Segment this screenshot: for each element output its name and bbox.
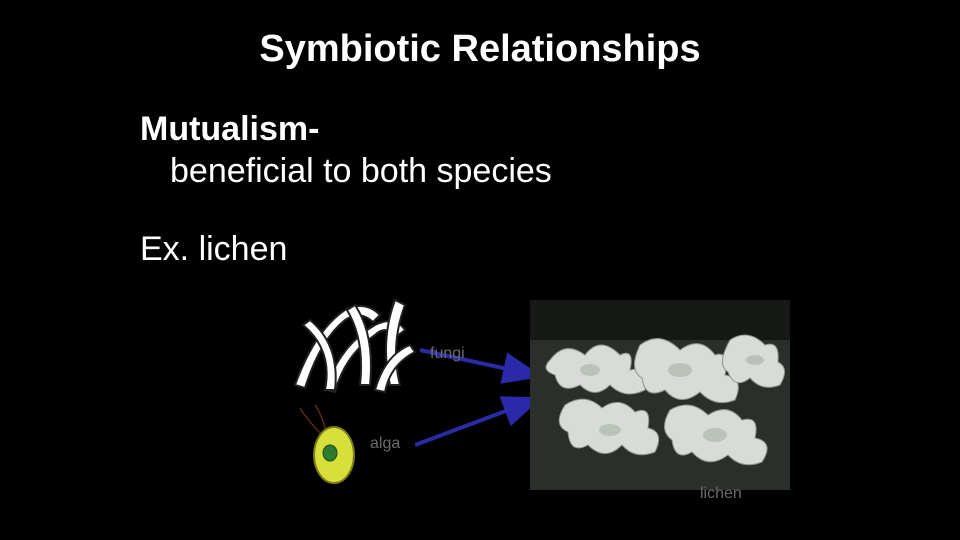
example-line: Ex. lichen <box>140 230 287 269</box>
diagram-area: fungi alga lichen <box>200 290 850 510</box>
alga-label: alga <box>370 435 400 453</box>
fungi-icon <box>285 290 435 400</box>
slide-title: Symbiotic Relationships <box>0 28 960 71</box>
alga-icon <box>300 405 370 485</box>
term-heading: Mutualism- <box>140 110 319 149</box>
lichen-image <box>530 300 790 490</box>
term-definition: beneficial to both species <box>170 152 552 191</box>
lichen-label: lichen <box>700 485 742 503</box>
fungi-label: fungi <box>430 345 465 363</box>
